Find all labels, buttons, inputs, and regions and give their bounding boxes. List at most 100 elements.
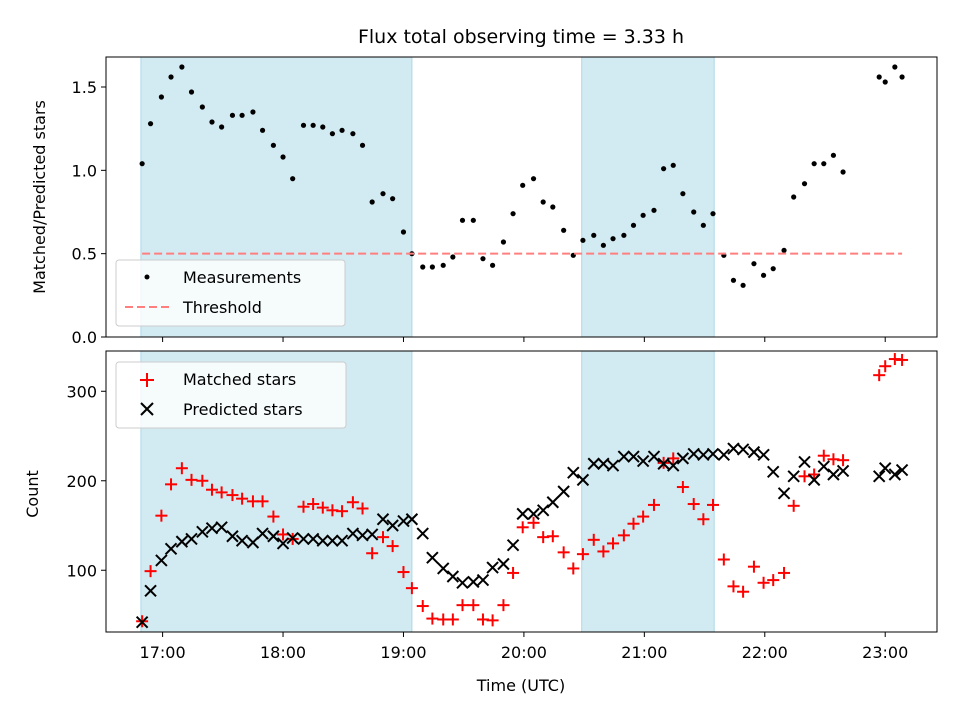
measurement-point — [876, 74, 882, 80]
measurement-point — [147, 121, 154, 127]
measurement-point — [270, 142, 277, 148]
top-y-tick-label: 0.0 — [72, 328, 97, 347]
predicted-star-point — [527, 507, 540, 521]
bottom-panel-frame — [105, 350, 938, 633]
measurement-point — [400, 229, 407, 235]
matched-star-point — [267, 510, 280, 523]
legend-measurements-label: Measurements — [183, 268, 301, 287]
matched-star-point — [837, 454, 850, 467]
measurement-point — [250, 109, 256, 115]
predicted-star-point — [567, 466, 580, 479]
measurement-point — [892, 64, 898, 70]
predicted-star-point — [516, 507, 529, 521]
matched-star-point — [366, 547, 379, 560]
predicted-star-point — [872, 470, 886, 483]
predicted-star-point — [226, 530, 239, 543]
top-y-tick-label: 1.0 — [72, 161, 97, 180]
measurement-point — [440, 262, 446, 268]
measurement-point — [540, 199, 546, 205]
matched-star-point — [798, 470, 811, 483]
predicted-star-point — [476, 573, 490, 587]
matched-star-point — [446, 613, 459, 626]
predicted-star-point — [587, 457, 600, 470]
measurement-point — [300, 122, 307, 128]
matched-star-point — [546, 530, 559, 543]
measurement-point — [139, 161, 145, 167]
measurement-point — [489, 262, 496, 268]
predicted-star-point — [597, 457, 610, 470]
top-panel-frame — [105, 56, 938, 338]
measurement-point — [179, 64, 185, 70]
matched-star-point — [185, 473, 198, 486]
measurement-point — [209, 119, 215, 125]
predicted-star-point — [326, 534, 339, 547]
top-legend-box — [115, 259, 346, 327]
bottom-legend: Matched stars Predicted stars — [115, 361, 347, 429]
predicted-star-point — [895, 463, 909, 477]
matched-star-point — [817, 449, 830, 462]
bottom-y-tick-label: 300 — [66, 382, 97, 401]
measurement-point — [791, 194, 797, 200]
predicted-star-point — [717, 448, 731, 462]
measurement-point — [840, 169, 846, 175]
matched-star-point — [336, 505, 349, 518]
matched-star-point — [747, 560, 760, 573]
predicted-star-point — [836, 464, 850, 478]
matched-star-point — [155, 509, 168, 522]
legend-matched-label: Matched stars — [183, 370, 296, 389]
measurement-point — [710, 211, 716, 217]
predicted-star-point — [386, 519, 399, 532]
matched-star-point — [787, 499, 800, 512]
matched-star-point — [397, 566, 410, 579]
predicted-star-point — [667, 459, 680, 472]
measurement-point — [239, 112, 245, 118]
top-y-tick-label: 1.5 — [72, 78, 97, 97]
predicted-star-point — [736, 443, 750, 456]
matched-star-point — [497, 599, 510, 612]
measurement-point — [168, 74, 174, 80]
measurement-point — [320, 124, 326, 130]
bottom-y-axis-label: Count — [23, 470, 42, 518]
measurement-point — [450, 254, 456, 260]
measurement-point — [801, 181, 808, 187]
predicted-star-point — [426, 551, 439, 564]
predicted-star-point — [164, 542, 178, 555]
x-tick-label: 18:00 — [260, 643, 306, 662]
matched-star-point — [507, 566, 520, 579]
matched-star-point — [307, 498, 320, 511]
measurement-point — [730, 277, 737, 283]
bottom-legend-box — [115, 361, 347, 429]
top-y-axis-label: Matched/Predicted stars — [30, 100, 49, 294]
measurement-point — [651, 207, 657, 213]
predicted-star-point — [497, 557, 510, 571]
top-y-tick-label: 0.5 — [72, 245, 97, 264]
measurement-point — [561, 227, 567, 233]
matched-star-point — [873, 369, 886, 382]
measurement-point — [310, 122, 316, 128]
legend-measurements-marker — [144, 274, 150, 280]
legend-matched-marker — [140, 373, 154, 387]
predicted-star-point — [446, 570, 460, 583]
matched-star-point — [486, 614, 499, 627]
measurement-point — [600, 242, 606, 248]
x-tick-label: 19:00 — [380, 643, 426, 662]
predicted-star-point — [647, 450, 661, 463]
predicted-star-point — [246, 536, 260, 549]
measurement-point — [259, 127, 266, 133]
matched-star-point — [175, 462, 188, 475]
measurement-point — [811, 161, 817, 167]
predicted-star-point — [636, 454, 650, 468]
matched-star-point — [637, 510, 650, 523]
measurement-point — [199, 104, 205, 110]
predicted-star-point — [155, 554, 168, 567]
predicted-star-point — [506, 538, 520, 552]
matched-star-point — [316, 501, 329, 514]
predicted-star-point — [767, 465, 780, 479]
matched-star-point — [346, 496, 359, 509]
predicted-star-point — [657, 457, 670, 470]
measurement-point — [219, 124, 225, 130]
predicted-star-point — [747, 445, 761, 459]
predicted-star-point — [827, 468, 840, 481]
matched-star-point — [196, 474, 209, 487]
